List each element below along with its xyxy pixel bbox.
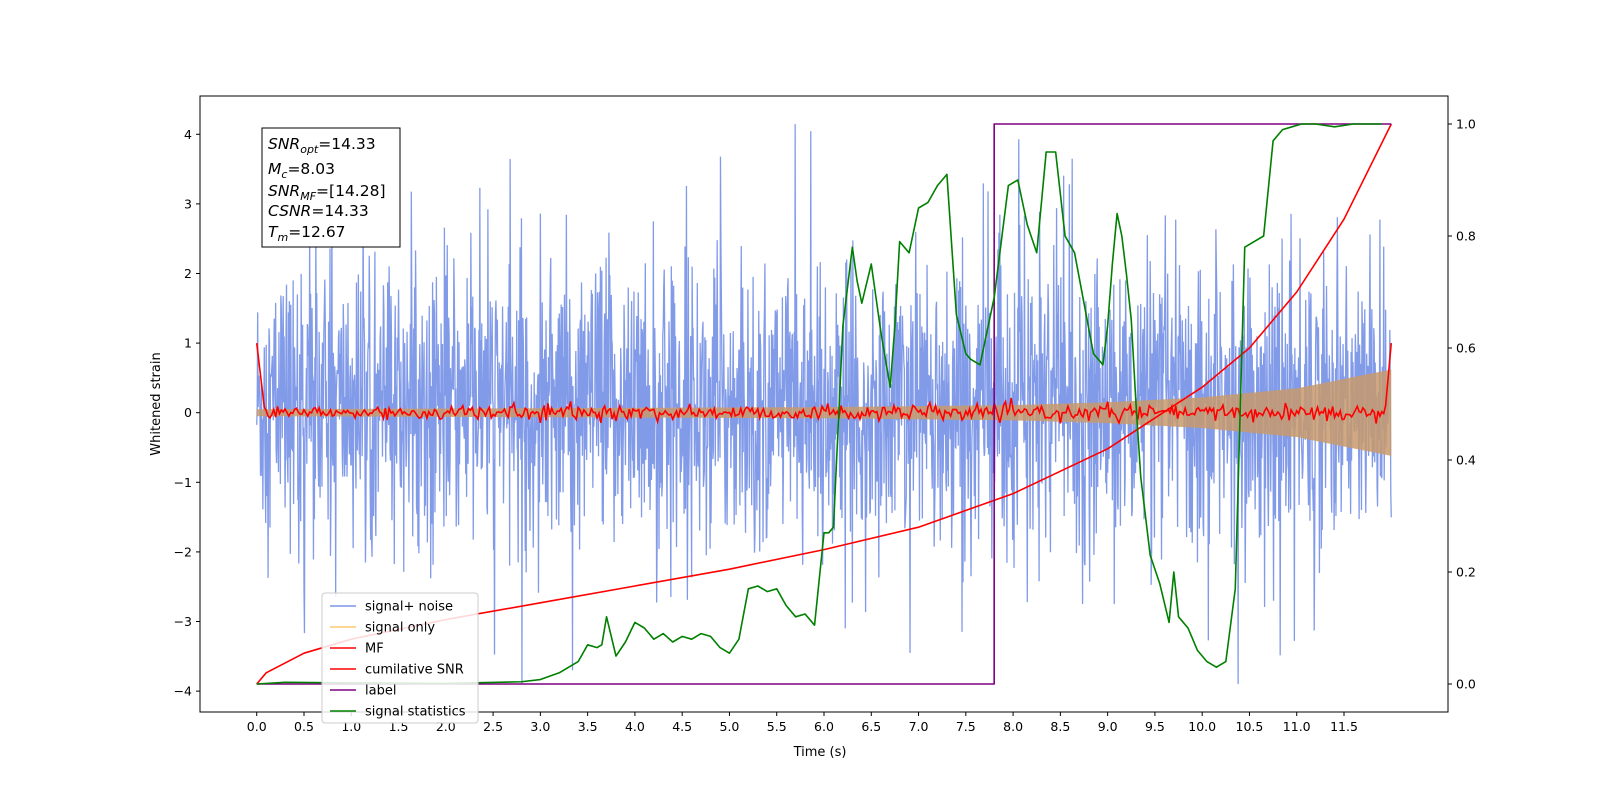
x-tick-label: 11.0 [1283, 719, 1311, 734]
x-tick-label: 0.5 [294, 719, 314, 734]
x-tick-label: 10.0 [1188, 719, 1216, 734]
y-left-tick-label: 3 [184, 196, 192, 211]
y-left-tick-label: 0 [184, 405, 192, 420]
legend-label: signal statistics [365, 705, 466, 720]
series-mf [255, 343, 1393, 426]
x-tick-label: 5.5 [767, 719, 787, 734]
y-left-tick-label: −4 [174, 684, 192, 699]
x-tick-label: 6.5 [861, 719, 881, 734]
x-tick-label: 3.5 [578, 719, 598, 734]
x-tick-label: 7.0 [909, 719, 929, 734]
legend-label: signal only [365, 621, 435, 636]
x-tick-label: 9.5 [1145, 719, 1165, 734]
x-tick-label: 10.5 [1236, 719, 1264, 734]
x-tick-label: 11.5 [1330, 719, 1358, 734]
series-signal-statistics [256, 123, 1382, 685]
y-left-tick-label: −1 [174, 475, 192, 490]
x-tick-label: 5.0 [720, 719, 740, 734]
y-axis-label: Whitened strain [149, 352, 164, 455]
info-box: SNRopt=14.33 Mc=8.03 SNRMF=[14.28] CSNR=… [261, 127, 401, 248]
x-axis-label: Time (s) [793, 745, 847, 760]
y-right-tick-label: 1.0 [1456, 117, 1476, 132]
x-tick-label: 3.0 [530, 719, 550, 734]
y-right-tick-label: 0.4 [1456, 453, 1476, 468]
x-tick-label: 8.5 [1050, 719, 1070, 734]
series-label [256, 123, 1392, 685]
x-tick-label: 4.5 [672, 719, 692, 734]
y-left-tick-label: −2 [174, 544, 192, 559]
info-tm: Tm=12.67 [268, 223, 346, 244]
x-tick-label: 4.0 [625, 719, 645, 734]
x-tick-label: 8.0 [1003, 719, 1023, 734]
x-tick-label: 2.5 [483, 719, 503, 734]
info-snr-opt: SNRopt=14.33 [268, 135, 376, 156]
legend-label: cumilative SNR [365, 663, 464, 678]
y-left-tick-label: 4 [184, 127, 192, 142]
x-tick-label: 0.0 [247, 719, 267, 734]
legend: signal+ noise signal only MF cumilative SNR… [321, 592, 479, 724]
y-right-tick-label: 0.2 [1456, 565, 1476, 580]
x-tick-label: 9.0 [1098, 719, 1118, 734]
y-left-tick-label: −3 [174, 614, 192, 629]
y-right-tick-label: 0.6 [1456, 341, 1476, 356]
y-right-tick-label: 0.0 [1456, 677, 1476, 692]
x-tick-label: 7.5 [956, 719, 976, 734]
legend-label: MF [365, 642, 384, 657]
y-left-tick-label: 1 [184, 336, 192, 351]
info-mc: Mc=8.03 [268, 160, 335, 181]
info-snr-mf: SNRMF=[14.28] [268, 182, 386, 203]
x-tick-label: 6.0 [814, 719, 834, 734]
legend-label: label [365, 684, 396, 699]
info-csnr: CSNR=14.33 [268, 202, 369, 220]
series-signal-only [256, 369, 1392, 456]
y-left-tick-label: 2 [184, 266, 192, 281]
y-right-tick-label: 0.8 [1456, 229, 1476, 244]
legend-label: signal+ noise [365, 600, 453, 615]
